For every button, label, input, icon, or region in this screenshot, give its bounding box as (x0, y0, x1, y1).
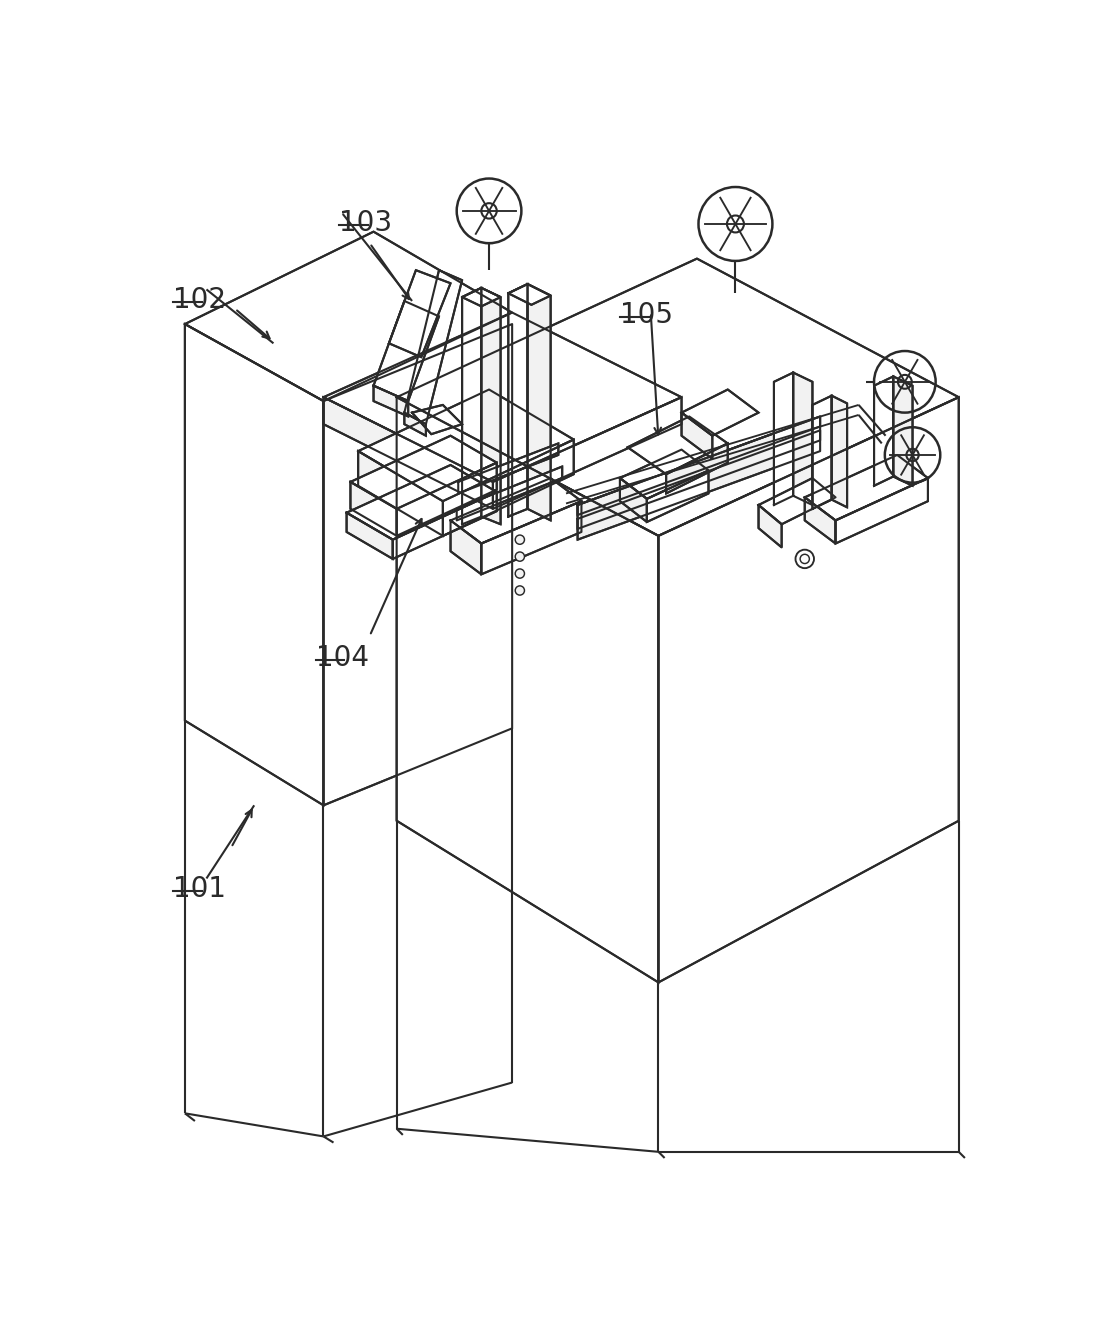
Polygon shape (323, 313, 682, 482)
Polygon shape (184, 231, 512, 402)
Polygon shape (451, 478, 581, 543)
Polygon shape (413, 406, 462, 435)
Polygon shape (323, 398, 493, 509)
Polygon shape (347, 465, 496, 540)
Polygon shape (578, 416, 821, 540)
Polygon shape (389, 271, 451, 357)
Polygon shape (659, 398, 959, 983)
Polygon shape (627, 416, 728, 474)
Polygon shape (358, 450, 443, 536)
Polygon shape (458, 444, 558, 494)
Polygon shape (509, 284, 528, 517)
Polygon shape (578, 416, 821, 515)
Polygon shape (405, 412, 426, 436)
Polygon shape (832, 396, 847, 507)
Polygon shape (482, 288, 501, 524)
Polygon shape (758, 505, 781, 547)
Polygon shape (347, 513, 392, 559)
Text: 102: 102 (173, 285, 226, 313)
Polygon shape (350, 436, 496, 509)
Polygon shape (805, 454, 928, 520)
Polygon shape (373, 301, 439, 402)
Polygon shape (184, 324, 323, 806)
Polygon shape (874, 376, 893, 486)
Polygon shape (666, 444, 728, 494)
Circle shape (515, 569, 524, 579)
Polygon shape (813, 396, 832, 509)
Polygon shape (405, 271, 462, 424)
Polygon shape (397, 398, 659, 983)
Polygon shape (835, 478, 928, 543)
Polygon shape (482, 501, 581, 575)
Polygon shape (682, 390, 758, 436)
Polygon shape (647, 470, 709, 522)
Polygon shape (323, 324, 512, 806)
Text: 105: 105 (620, 301, 673, 329)
Polygon shape (578, 431, 821, 528)
Polygon shape (462, 288, 482, 524)
Polygon shape (528, 284, 551, 520)
Polygon shape (350, 482, 397, 536)
Polygon shape (758, 478, 835, 524)
Polygon shape (620, 478, 647, 522)
Polygon shape (793, 373, 813, 505)
Text: 104: 104 (315, 643, 369, 671)
Polygon shape (509, 284, 551, 305)
Polygon shape (893, 376, 912, 486)
Polygon shape (457, 466, 562, 520)
Polygon shape (451, 520, 482, 575)
Polygon shape (805, 497, 835, 543)
Polygon shape (493, 398, 682, 509)
Polygon shape (323, 313, 512, 412)
Polygon shape (397, 462, 496, 536)
Polygon shape (392, 491, 496, 559)
Polygon shape (443, 440, 574, 536)
Circle shape (515, 552, 524, 561)
Circle shape (515, 535, 524, 544)
Polygon shape (373, 386, 408, 416)
Polygon shape (682, 412, 712, 458)
Polygon shape (774, 373, 793, 505)
Polygon shape (358, 390, 574, 501)
Circle shape (515, 587, 524, 594)
Text: 101: 101 (173, 875, 226, 902)
Polygon shape (397, 259, 959, 536)
Polygon shape (620, 449, 709, 499)
Polygon shape (462, 288, 501, 306)
Text: 103: 103 (339, 209, 392, 236)
